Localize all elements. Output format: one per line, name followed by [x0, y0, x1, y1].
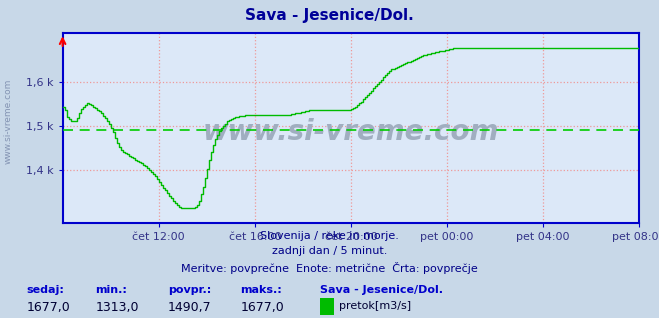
Text: 1677,0: 1677,0 — [241, 301, 284, 314]
Text: 1313,0: 1313,0 — [96, 301, 139, 314]
Text: maks.:: maks.: — [241, 285, 282, 294]
Text: Meritve: povprečne  Enote: metrične  Črta: povprečje: Meritve: povprečne Enote: metrične Črta:… — [181, 262, 478, 274]
Text: zadnji dan / 5 minut.: zadnji dan / 5 minut. — [272, 246, 387, 256]
Text: www.si-vreme.com: www.si-vreme.com — [203, 118, 499, 146]
Text: pretok[m3/s]: pretok[m3/s] — [339, 301, 411, 310]
Text: 1677,0: 1677,0 — [26, 301, 70, 314]
Text: povpr.:: povpr.: — [168, 285, 212, 294]
Text: Sava - Jesenice/Dol.: Sava - Jesenice/Dol. — [320, 285, 443, 294]
Text: sedaj:: sedaj: — [26, 285, 64, 294]
Text: Slovenija / reke in morje.: Slovenija / reke in morje. — [260, 231, 399, 240]
Text: 1490,7: 1490,7 — [168, 301, 212, 314]
Text: min.:: min.: — [96, 285, 127, 294]
Text: Sava - Jesenice/Dol.: Sava - Jesenice/Dol. — [245, 8, 414, 23]
Text: www.si-vreme.com: www.si-vreme.com — [3, 78, 13, 163]
